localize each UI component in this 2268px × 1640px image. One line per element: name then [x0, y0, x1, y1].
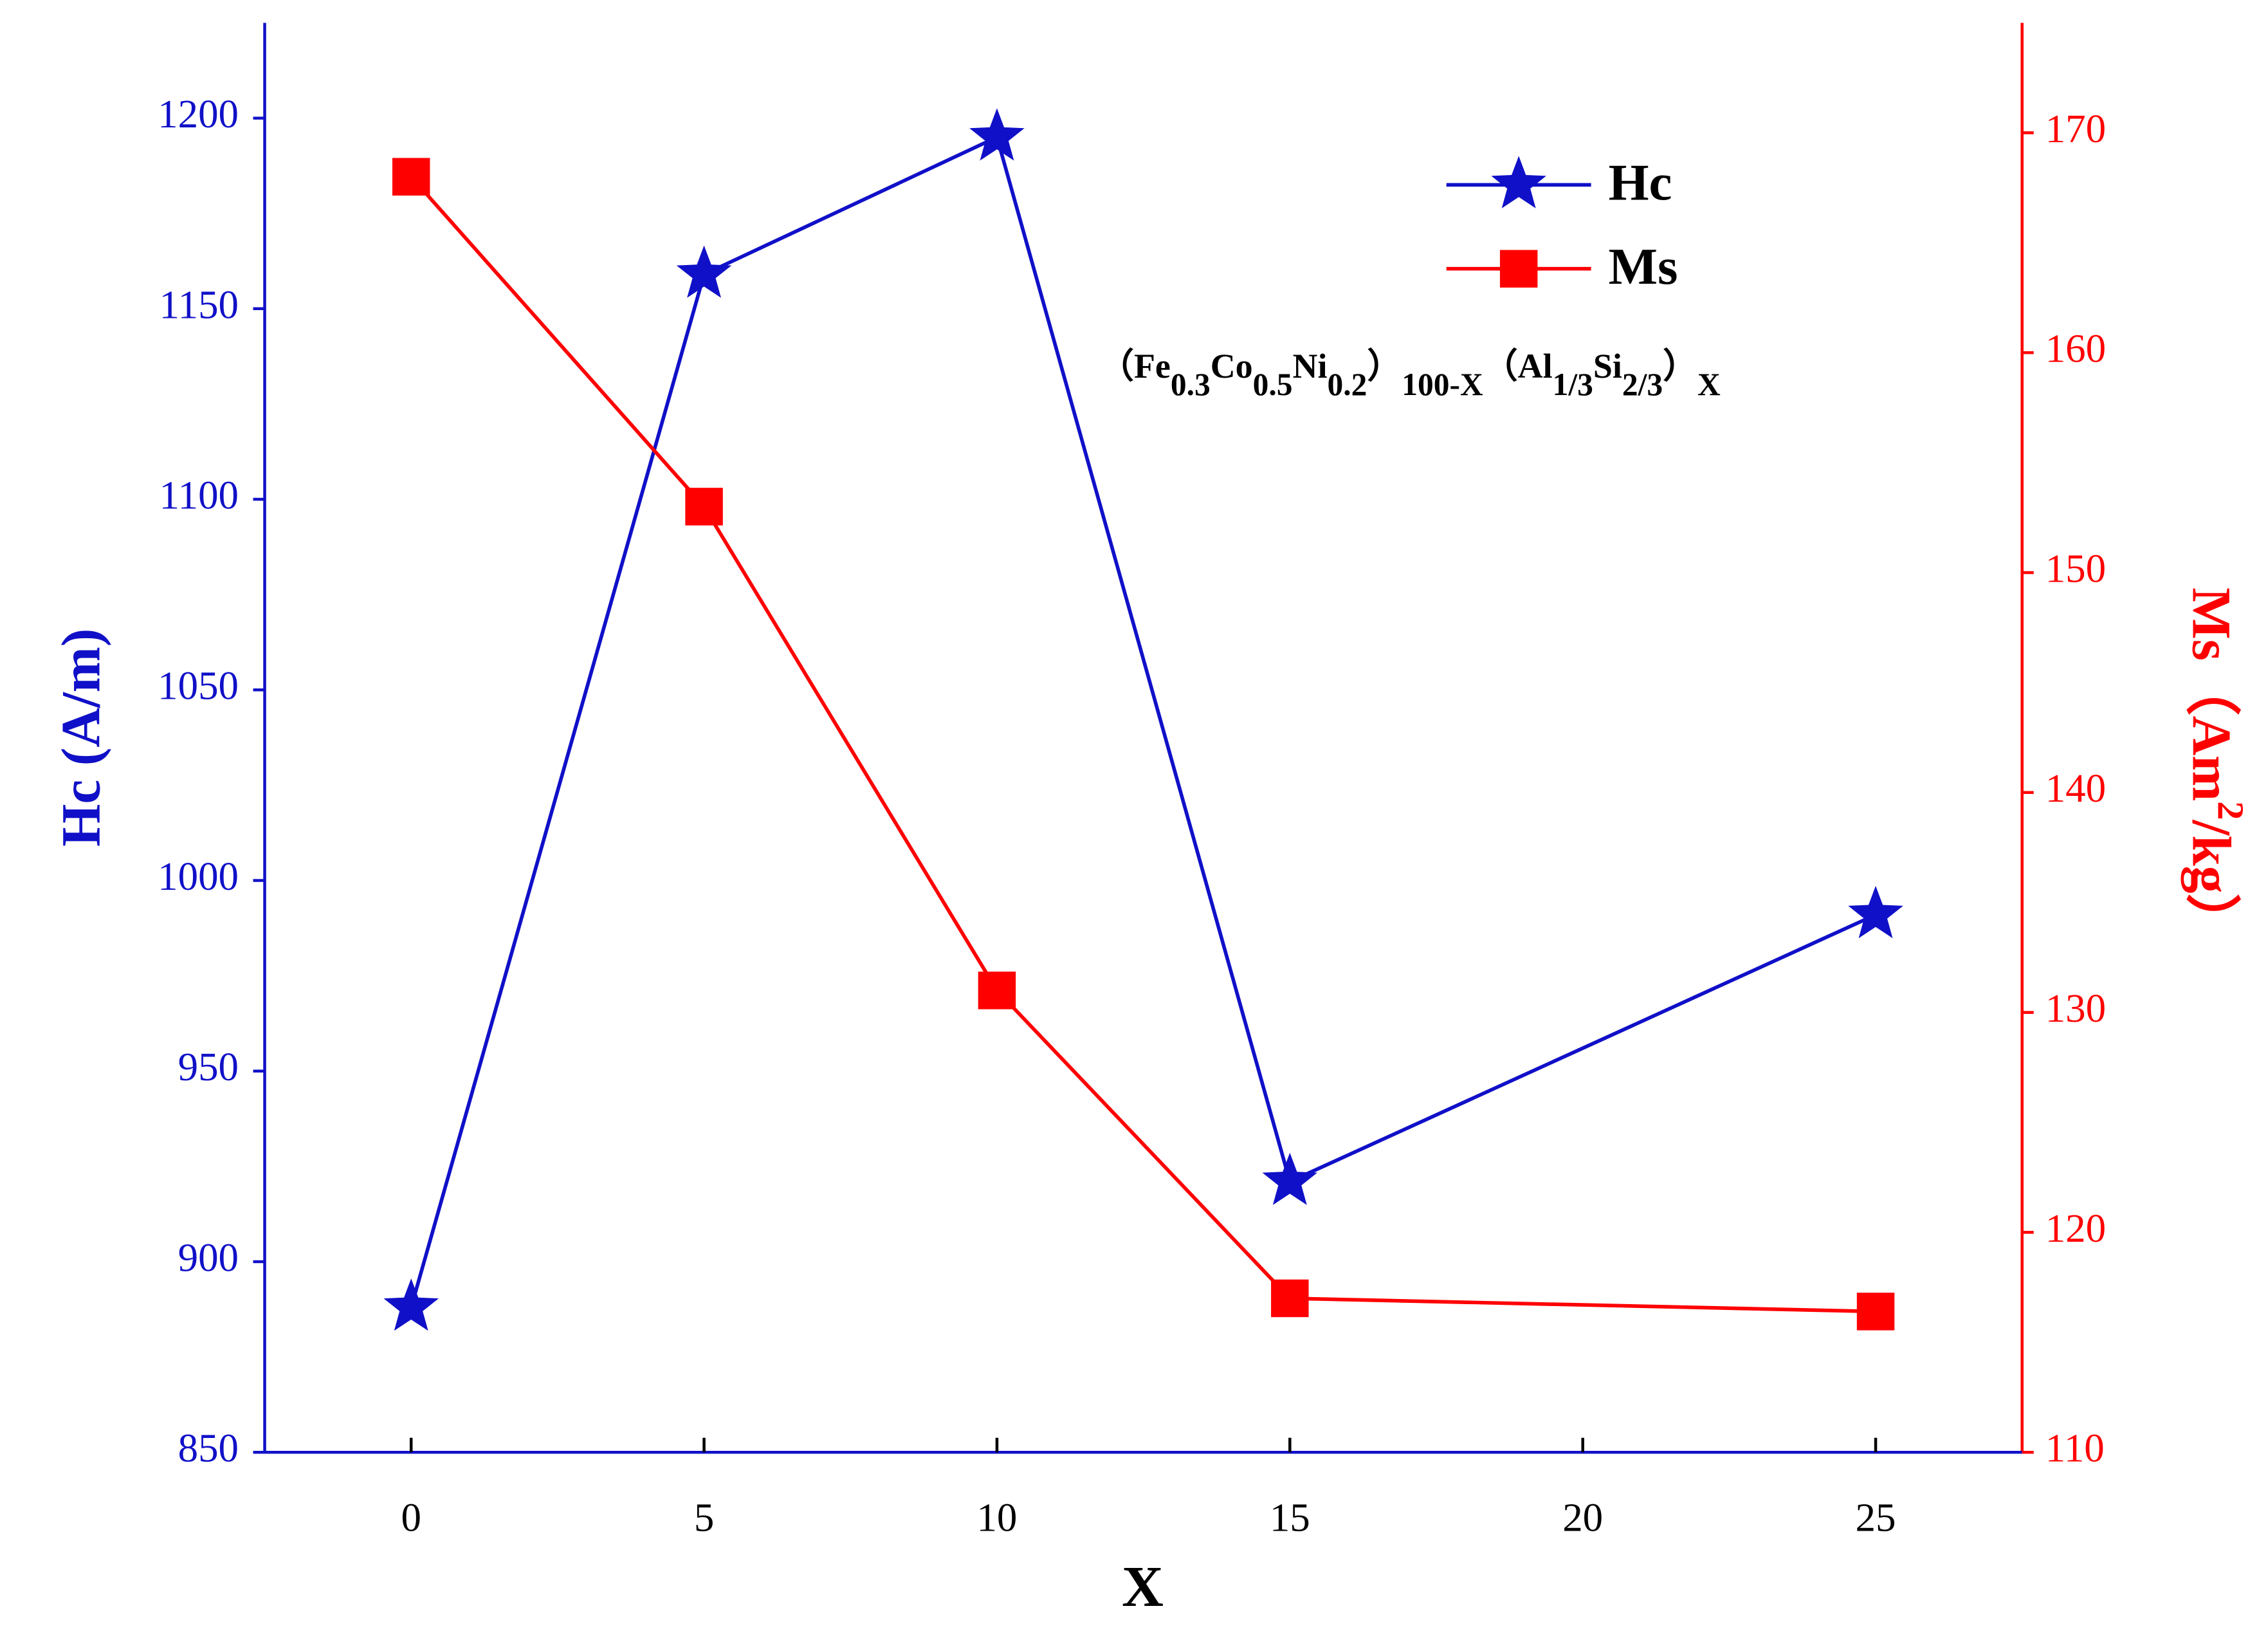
annotation-part: 100-X — [1402, 367, 1483, 402]
marker — [1848, 885, 1903, 939]
y-tick-label: 900 — [178, 1235, 239, 1280]
x-tick-label: 20 — [1562, 1495, 1603, 1540]
y-axis-label: Hc (A/m) — [51, 629, 112, 847]
marker — [969, 108, 1025, 161]
legend-marker — [1499, 250, 1538, 288]
marker — [1262, 1152, 1318, 1205]
y2-tick-label: 130 — [2045, 986, 2106, 1031]
y2-label-part: /kg） — [2181, 820, 2242, 948]
y-tick-label: 1050 — [158, 663, 239, 708]
x-tick-label: 5 — [694, 1495, 714, 1540]
y-tick-label: 850 — [178, 1426, 239, 1471]
marker — [978, 972, 1016, 1009]
y2-tick-label: 110 — [2045, 1426, 2105, 1471]
marker — [1271, 1279, 1309, 1318]
marker — [383, 1278, 439, 1331]
marker — [676, 245, 732, 298]
y-tick-label: 1000 — [158, 854, 239, 899]
x-tick-label: 10 — [976, 1495, 1017, 1540]
annotation-part: （Fe — [1099, 347, 1171, 386]
y-tick-label: 1200 — [158, 91, 239, 136]
x-tick-label: 25 — [1856, 1495, 1896, 1540]
annotation-part: ） — [1663, 347, 1697, 386]
marker — [685, 488, 723, 526]
series-line — [409, 134, 1877, 1308]
y2-tick-label: 160 — [2045, 326, 2106, 371]
legend-label: Hc — [1609, 153, 1672, 211]
annotation-part: 2/3 — [1622, 367, 1663, 402]
x-axis-label: X — [1122, 1555, 1164, 1619]
marker — [1856, 1293, 1895, 1331]
annotation-part: 0.2 — [1327, 367, 1367, 402]
marker — [392, 158, 430, 196]
annotation-part: 0.3 — [1171, 367, 1211, 402]
y2-label-part: 2 — [2209, 801, 2251, 820]
y2-tick-label: 140 — [2045, 766, 2106, 811]
annotation-part: Co — [1211, 347, 1253, 386]
annotation-part: 0.5 — [1253, 367, 1293, 402]
annotation-part: Ni — [1293, 347, 1328, 386]
annotation-part: Si — [1593, 347, 1622, 386]
annotation-part: X — [1697, 367, 1721, 402]
annotation: （Fe0.3Co0.5Ni0.2）100-X（Al1/3Si2/3）X — [1099, 347, 1721, 402]
y-tick-label: 1150 — [159, 282, 239, 327]
y-tick-label: 1100 — [159, 472, 239, 517]
annotation-part: 1/3 — [1553, 367, 1593, 402]
y2-tick-label: 120 — [2045, 1206, 2106, 1251]
x-tick-label: 0 — [401, 1495, 421, 1540]
legend-label: Ms — [1609, 237, 1678, 295]
legend-marker — [1491, 156, 1546, 208]
annotation-part: （Al — [1483, 347, 1553, 386]
y2-label-part: Ms（Am — [2181, 587, 2242, 801]
annotation-part: ） — [1367, 347, 1402, 386]
x-tick-label: 15 — [1270, 1495, 1310, 1540]
y2-tick-label: 170 — [2045, 106, 2106, 151]
y2-axis-label: Ms（Am2/kg） — [2181, 587, 2252, 948]
y2-tick-label: 150 — [2045, 546, 2106, 591]
y-tick-label: 950 — [178, 1044, 239, 1089]
